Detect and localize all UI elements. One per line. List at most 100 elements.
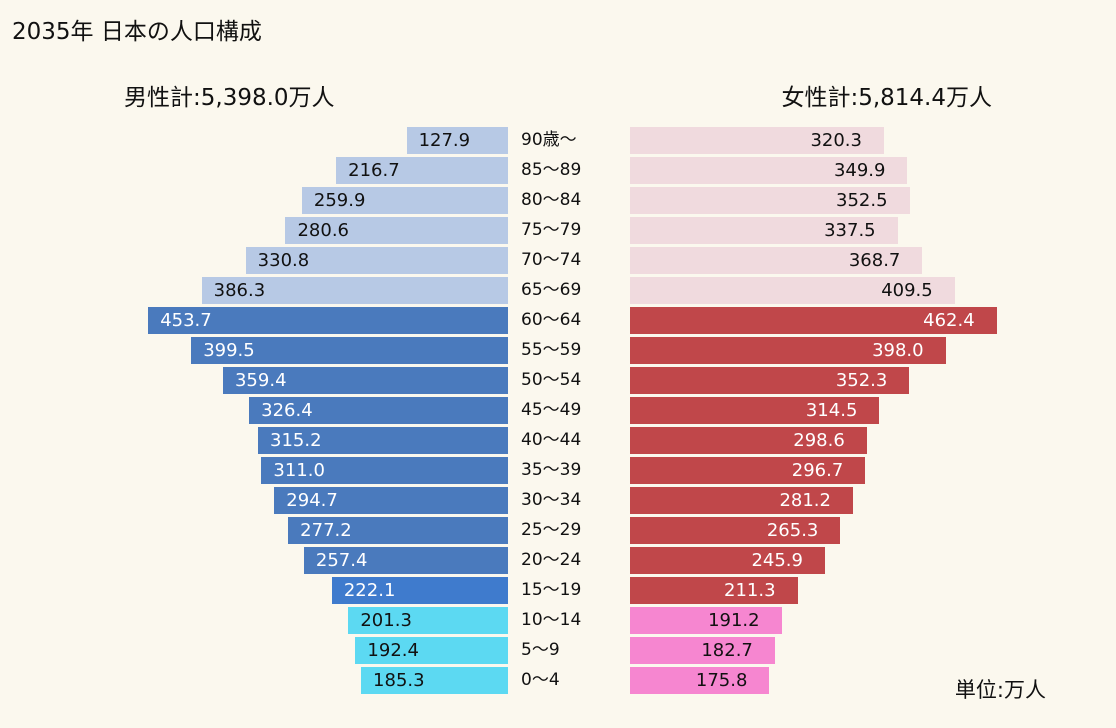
unit-label: 単位:万人 <box>954 678 1046 702</box>
age-label: 65〜69 <box>521 280 582 300</box>
female-bar: 182.7 <box>630 637 775 664</box>
female-bar: 265.3 <box>630 517 841 544</box>
bar-value-label: 352.5 <box>836 190 888 211</box>
bar-value-label: 462.4 <box>923 310 975 331</box>
bar-value-label: 399.5 <box>203 340 255 361</box>
male-bar: 280.6 <box>285 217 508 244</box>
age-label: 30〜34 <box>521 490 582 510</box>
age-label: 50〜54 <box>521 370 582 390</box>
age-label: 90歳〜 <box>521 130 577 150</box>
bar-value-label: 368.7 <box>848 250 901 271</box>
bar-value-label: 277.2 <box>300 520 352 541</box>
bar-value-label: 453.7 <box>160 310 212 331</box>
age-label: 55〜59 <box>521 340 582 360</box>
female-bar: 409.5 <box>630 277 955 304</box>
bar-value-label: 320.3 <box>810 130 862 151</box>
age-label: 70〜74 <box>521 250 582 270</box>
male-bar: 311.0 <box>261 457 508 484</box>
bar-value-label: 211.3 <box>724 580 776 601</box>
bar-value-label: 280.6 <box>297 220 349 241</box>
age-label: 15〜19 <box>521 580 582 600</box>
bar-value-label: 298.6 <box>793 430 845 451</box>
bar-value-label: 337.5 <box>824 220 876 241</box>
female-bar: 314.5 <box>630 397 880 424</box>
age-label: 40〜44 <box>521 430 582 450</box>
age-label: 10〜14 <box>521 610 582 630</box>
female-bar: 191.2 <box>630 607 782 634</box>
male-bar: 399.5 <box>191 337 508 364</box>
female-bar: 398.0 <box>630 337 946 364</box>
male-bar: 386.3 <box>201 277 508 304</box>
bar-value-label: 201.3 <box>360 610 412 631</box>
bar-value-label: 398.0 <box>872 340 924 361</box>
bar-value-label: 257.4 <box>315 550 368 571</box>
female-bar: 281.2 <box>630 487 853 514</box>
female-bar: 352.5 <box>630 187 910 214</box>
female-bar: 349.9 <box>630 157 908 184</box>
female-bar: 211.3 <box>630 577 798 604</box>
female-bar: 462.4 <box>630 307 997 334</box>
male-bar: 359.4 <box>222 367 508 394</box>
age-label: 85〜89 <box>521 160 582 180</box>
age-label: 25〜29 <box>521 520 582 540</box>
bar-value-label: 352.3 <box>835 370 888 391</box>
male-bar: 259.9 <box>301 187 508 214</box>
bar-value-label: 192.4 <box>367 640 419 661</box>
male-bar: 330.8 <box>245 247 508 274</box>
male-bar: 277.2 <box>288 517 508 544</box>
female-bar: 352.3 <box>630 367 910 394</box>
bar-value-label: 326.4 <box>261 400 313 421</box>
age-label: 35〜39 <box>521 460 582 480</box>
male-bar: 201.3 <box>348 607 508 634</box>
bar-value-label: 191.2 <box>708 610 760 631</box>
male-bar: 326.4 <box>249 397 508 424</box>
age-label: 5〜9 <box>521 640 560 660</box>
bar-value-label: 386.3 <box>213 280 266 301</box>
male-bar: 127.9 <box>406 127 508 154</box>
bar-value-label: 182.7 <box>701 640 753 661</box>
age-label: 0〜4 <box>521 670 560 690</box>
bar-value-label: 216.7 <box>348 160 400 181</box>
age-label: 75〜79 <box>521 220 582 240</box>
age-label: 60〜64 <box>521 310 582 330</box>
female-bar: 368.7 <box>630 247 923 274</box>
female-bar: 337.5 <box>630 217 898 244</box>
bar-value-label: 294.7 <box>286 490 338 511</box>
female-bar: 298.6 <box>630 427 867 454</box>
bar-value-label: 265.3 <box>766 520 819 541</box>
female-bar: 320.3 <box>630 127 884 154</box>
bar-value-label: 127.9 <box>418 130 471 151</box>
bar-value-label: 349.9 <box>833 160 886 181</box>
age-label: 80〜84 <box>521 190 582 210</box>
bar-value-label: 311.0 <box>273 460 325 481</box>
male-bar: 185.3 <box>361 667 508 694</box>
bar-value-label: 185.3 <box>373 670 425 691</box>
bar-value-label: 245.9 <box>751 550 803 571</box>
female-bar: 175.8 <box>630 667 770 694</box>
age-label: 20〜24 <box>521 550 582 570</box>
bar-value-label: 314.5 <box>805 400 858 421</box>
male-bar: 192.4 <box>355 637 508 664</box>
bar-value-label: 359.4 <box>234 370 287 391</box>
male-total-label: 男性計:5,398.0万人 <box>124 85 335 111</box>
male-bar: 315.2 <box>258 427 508 454</box>
male-bar: 453.7 <box>148 307 508 334</box>
female-bar: 245.9 <box>630 547 825 574</box>
bar-value-label: 330.8 <box>257 250 310 271</box>
male-bar: 294.7 <box>274 487 508 514</box>
bar-value-label: 296.7 <box>791 460 844 481</box>
bar-value-label: 259.9 <box>313 190 366 211</box>
bar-value-label: 281.2 <box>779 490 831 511</box>
bar-value-label: 222.1 <box>343 580 396 601</box>
male-bar: 222.1 <box>331 577 508 604</box>
age-label: 45〜49 <box>521 400 582 420</box>
chart-title: 2035年 日本の人口構成 <box>12 19 262 45</box>
male-bar: 257.4 <box>303 547 508 574</box>
male-bar: 216.7 <box>336 157 508 184</box>
female-bar: 296.7 <box>630 457 866 484</box>
female-total-label: 女性計:5,814.4万人 <box>781 85 992 111</box>
bar-value-label: 315.2 <box>270 430 322 451</box>
bar-value-label: 409.5 <box>881 280 933 301</box>
bar-value-label: 175.8 <box>695 670 748 691</box>
